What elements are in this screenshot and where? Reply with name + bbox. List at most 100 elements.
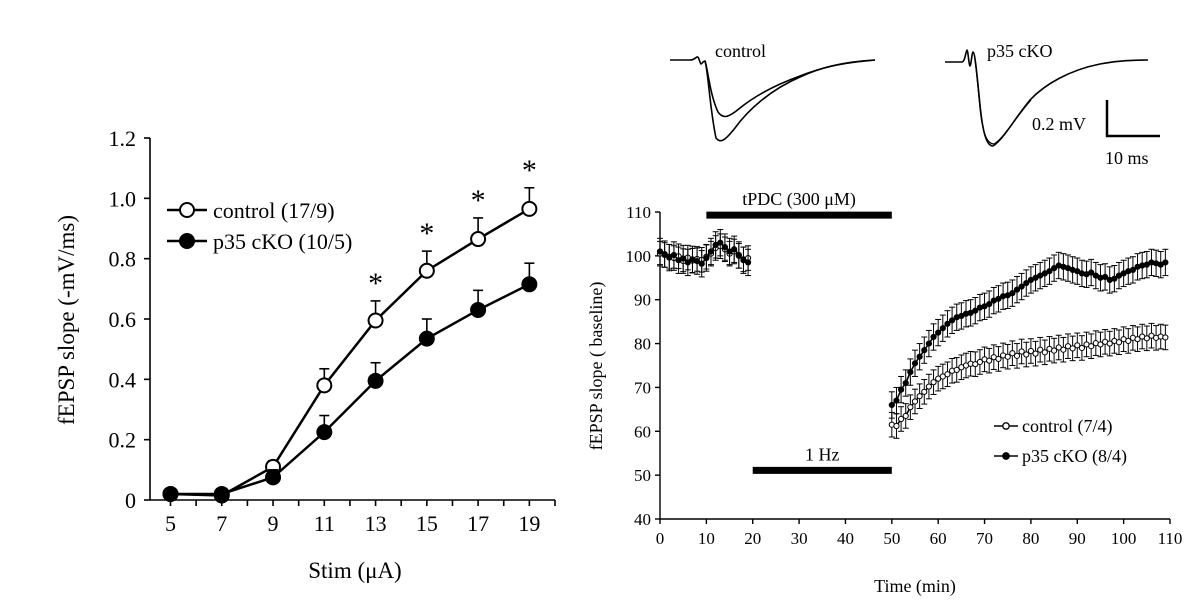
data-point (916, 393, 923, 400)
y-tick-label: 80 (634, 335, 651, 354)
significance-star: * (419, 217, 434, 250)
y-tick-label: 100 (626, 247, 652, 266)
time-course-chart: 40 50 60 70 80 90 100 110 0 10 20 30 40 50 60 70 80 90 100… (586, 189, 1182, 597)
data-point (1069, 345, 1076, 352)
x-tick-label: 17 (467, 511, 489, 536)
time-course-axes: 40 50 60 70 80 90 100 110 0 10 20 30 40 50 60 70 80 90 100… (626, 203, 1183, 548)
stim-response-axes: 0 0.2 0.4 0.6 0.8 1.0 1.2 5 7 9 11 13 15 17 19 (109, 126, 556, 536)
data-point (935, 329, 942, 336)
data-point (939, 325, 946, 332)
data-point (707, 248, 715, 255)
x-tick-label: 90 (1069, 529, 1086, 548)
legend-cko-marker (179, 233, 195, 249)
data-point (1111, 275, 1118, 282)
data-point (684, 259, 691, 266)
y-tick-label: 50 (634, 466, 651, 485)
data-point (976, 358, 984, 366)
y-tick-label: 40 (634, 510, 651, 529)
data-point (418, 330, 435, 347)
data-point (930, 333, 937, 341)
treatment-bars: tPDC (300 μM) 1 Hz (706, 189, 892, 474)
x-tick-label: 20 (744, 529, 761, 548)
cko-traces: p35 cKO (945, 41, 1149, 147)
series-line (170, 283, 530, 496)
data-point (944, 320, 951, 327)
data-point (902, 412, 909, 420)
control-traces: control (670, 41, 876, 142)
data-point (1134, 336, 1141, 343)
data-point (1013, 286, 1021, 293)
data-point (1023, 351, 1030, 358)
data-point (1115, 339, 1123, 346)
data-point (1078, 344, 1086, 352)
data-point (925, 340, 933, 347)
legend-control-marker (1002, 422, 1010, 430)
data-point (680, 255, 687, 262)
data-point (907, 404, 914, 411)
cko-trace-2 (972, 51, 1032, 145)
y-tick-label: 90 (634, 291, 651, 310)
control-trace-2 (704, 59, 876, 118)
data-point (731, 246, 738, 253)
time-course-series (656, 229, 1169, 439)
data-point (1018, 283, 1025, 290)
data-point (1050, 265, 1058, 272)
time-course-y-axis-label: fEPSP slope ( baseline) (586, 282, 607, 451)
data-point (1162, 259, 1169, 266)
scale-bar: 0.2 mV 10 ms (1032, 100, 1160, 168)
legend-cko-marker (1002, 452, 1010, 460)
y-tick-label: 0.2 (109, 428, 137, 453)
data-point (1143, 335, 1150, 342)
y-tick-label: 0.8 (109, 247, 137, 272)
scale-bar-y-label: 0.2 mV (1032, 114, 1086, 134)
significance-star: * (368, 267, 383, 300)
x-tick-label: 19 (518, 511, 540, 536)
data-point (1101, 273, 1109, 281)
data-point (1023, 279, 1030, 287)
data-point (367, 312, 384, 329)
data-point (703, 254, 710, 262)
data-point (995, 295, 1002, 302)
y-tick-label: 1.2 (109, 126, 137, 151)
x-tick-label: 5 (165, 511, 176, 536)
y-tick-label: 0.4 (109, 367, 137, 392)
data-point (213, 485, 230, 502)
x-tick-label: 40 (837, 529, 854, 548)
data-point (893, 422, 900, 430)
data-point (367, 372, 384, 389)
data-point (1046, 268, 1053, 275)
data-point (418, 262, 435, 279)
data-point (921, 347, 928, 354)
data-point (911, 360, 919, 367)
y-tick-label: 0 (125, 488, 136, 513)
data-point (316, 424, 333, 441)
data-point (470, 301, 487, 318)
significance-star: * (522, 154, 537, 187)
x-tick-label: 60 (930, 529, 947, 548)
data-point (1129, 266, 1137, 273)
data-point (265, 469, 282, 486)
data-point (1009, 290, 1016, 297)
significance-star: * (471, 184, 486, 217)
data-point (735, 251, 742, 259)
data-point (1060, 346, 1067, 353)
data-point (953, 366, 960, 373)
data-point (986, 357, 993, 364)
data-point (1097, 341, 1104, 348)
y-tick-label: 60 (634, 422, 651, 441)
data-point (744, 259, 752, 266)
data-point (717, 239, 724, 246)
data-point (995, 355, 1002, 363)
stim-response-y-axis-label: fEPSP slope (-mV/ms) (54, 215, 79, 425)
data-point (316, 377, 333, 394)
y-tick-label: 110 (626, 203, 651, 222)
control-trace-1 (670, 56, 876, 142)
data-point (670, 251, 678, 259)
x-tick-label: 30 (791, 529, 808, 548)
data-point (470, 231, 487, 248)
data-point (1162, 334, 1169, 341)
legend-cko-label: p35 cKO (8/4) (1022, 446, 1127, 467)
legend-cko-label: p35 cKO (10/5) (213, 229, 352, 254)
cko-trace-label: p35 cKO (987, 41, 1053, 61)
